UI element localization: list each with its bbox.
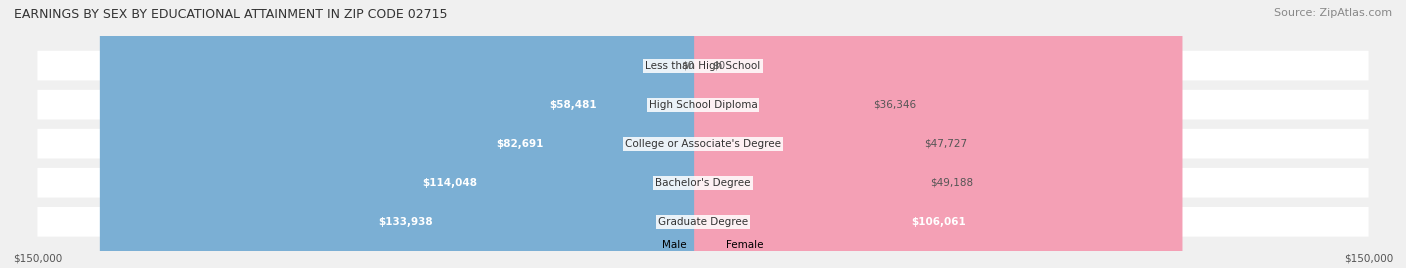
FancyBboxPatch shape bbox=[38, 129, 1368, 159]
FancyBboxPatch shape bbox=[695, 0, 1182, 268]
FancyBboxPatch shape bbox=[38, 90, 1368, 120]
FancyBboxPatch shape bbox=[38, 207, 1368, 237]
Text: $0: $0 bbox=[681, 61, 695, 70]
FancyBboxPatch shape bbox=[188, 0, 711, 268]
Text: Less than High School: Less than High School bbox=[645, 61, 761, 70]
FancyBboxPatch shape bbox=[38, 168, 1368, 198]
Text: $58,481: $58,481 bbox=[550, 100, 598, 110]
FancyBboxPatch shape bbox=[434, 0, 711, 268]
Text: High School Diploma: High School Diploma bbox=[648, 100, 758, 110]
FancyBboxPatch shape bbox=[100, 0, 711, 268]
FancyBboxPatch shape bbox=[695, 0, 931, 268]
Text: $49,188: $49,188 bbox=[931, 178, 973, 188]
Text: EARNINGS BY SEX BY EDUCATIONAL ATTAINMENT IN ZIP CODE 02715: EARNINGS BY SEX BY EDUCATIONAL ATTAINMEN… bbox=[14, 8, 447, 21]
Text: Graduate Degree: Graduate Degree bbox=[658, 217, 748, 227]
Text: $106,061: $106,061 bbox=[911, 217, 966, 227]
Text: Bachelor's Degree: Bachelor's Degree bbox=[655, 178, 751, 188]
FancyBboxPatch shape bbox=[695, 0, 924, 268]
Text: $133,938: $133,938 bbox=[378, 217, 433, 227]
Text: College or Associate's Degree: College or Associate's Degree bbox=[626, 139, 780, 149]
Text: Source: ZipAtlas.com: Source: ZipAtlas.com bbox=[1274, 8, 1392, 18]
Legend: Male, Female: Male, Female bbox=[643, 240, 763, 250]
FancyBboxPatch shape bbox=[695, 0, 873, 268]
FancyBboxPatch shape bbox=[328, 0, 711, 268]
Text: $114,048: $114,048 bbox=[422, 178, 478, 188]
Text: $36,346: $36,346 bbox=[873, 100, 917, 110]
Text: $82,691: $82,691 bbox=[496, 139, 543, 149]
Text: $47,727: $47,727 bbox=[924, 139, 967, 149]
Text: $0: $0 bbox=[711, 61, 725, 70]
FancyBboxPatch shape bbox=[38, 51, 1368, 80]
